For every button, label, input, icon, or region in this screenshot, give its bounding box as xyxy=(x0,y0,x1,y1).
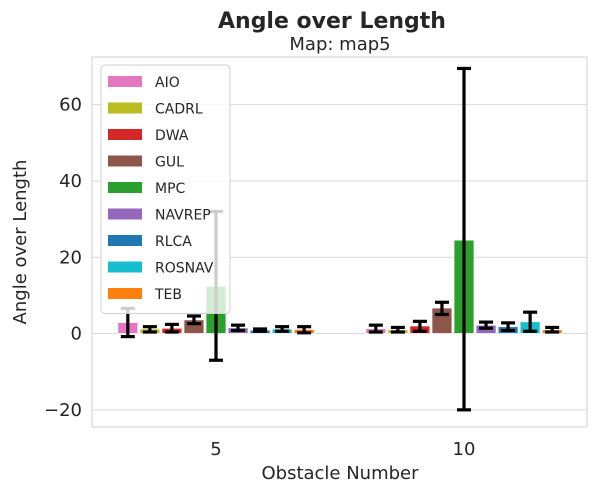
legend-label-dwa: DWA xyxy=(155,128,189,144)
legend-label-gul: GUL xyxy=(155,155,184,171)
legend-swatch-gul xyxy=(108,155,142,167)
y-tick-label: 0 xyxy=(71,324,82,345)
legend: AIO CADRL DWA GUL MPC NAVREP RLCA ROSNAV TEB xyxy=(100,64,231,314)
x-tick-label: 10 xyxy=(453,439,476,460)
legend-swatch-teb xyxy=(108,288,142,299)
legend-label-mpc: MPC xyxy=(155,181,186,197)
legend-swatch-dwa xyxy=(108,129,142,140)
y-tick-label: 40 xyxy=(59,171,82,192)
y-axis-label: Angle over Length xyxy=(10,160,31,325)
y-tick-label: 60 xyxy=(59,95,82,116)
legend-label-navrep: NAVREP xyxy=(155,208,211,224)
chart-subtitle: Map: map5 xyxy=(289,34,390,55)
plot-frame xyxy=(91,56,588,428)
legend-swatch-rosnav xyxy=(108,261,142,273)
legend-swatch-cadrl xyxy=(108,102,142,114)
legend-box xyxy=(100,64,231,314)
legend-label-rosnav: ROSNAV xyxy=(155,261,214,277)
legend-label-rlca: RLCA xyxy=(155,234,192,250)
y-tick-labels: −20 0 20 40 60 xyxy=(44,95,82,421)
y-tick-label: −20 xyxy=(44,400,82,421)
chart-title: Angle over Length xyxy=(218,9,446,34)
legend-label-teb: TEB xyxy=(154,287,182,303)
legend-swatch-navrep xyxy=(108,208,142,220)
x-axis-label: Obstacle Number xyxy=(261,463,419,484)
legend-swatch-aio xyxy=(108,76,142,87)
y-tick-label: 20 xyxy=(59,247,82,268)
legend-swatch-mpc xyxy=(108,182,142,193)
legend-label-cadrl: CADRL xyxy=(155,102,203,118)
legend-swatch-rlca xyxy=(108,235,142,246)
x-tick-labels: 5 10 xyxy=(210,439,475,460)
legend-label-aio: AIO xyxy=(155,75,180,91)
x-tick-label: 5 xyxy=(210,439,221,460)
